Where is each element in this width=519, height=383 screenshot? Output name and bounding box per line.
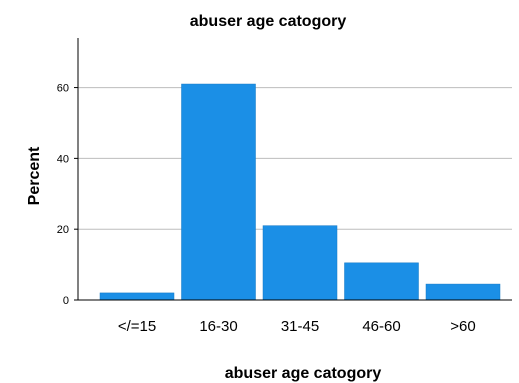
bar: [100, 293, 174, 300]
x-tick-label: </=15: [118, 318, 156, 335]
y-axis-title: Percent: [26, 146, 43, 205]
bar: [182, 84, 256, 300]
bar: [345, 263, 419, 300]
y-tick-label: 0: [63, 295, 69, 307]
chart-title: abuser age catogory: [190, 13, 347, 30]
bar: [426, 284, 500, 300]
bar: [263, 226, 337, 300]
x-axis-title: abuser age catogory: [225, 365, 382, 382]
x-tick-label: 31-45: [281, 318, 319, 335]
x-tick-labels: </=15 16-30 31-45 46-60 >60: [118, 318, 476, 335]
gridlines: [78, 88, 512, 230]
y-tick-label: 60: [57, 83, 69, 95]
x-tick-label: >60: [450, 318, 475, 335]
y-tick-labels: 0 20 40 60: [57, 83, 69, 307]
x-tick-label: 16-30: [199, 318, 237, 335]
y-tick-label: 20: [57, 224, 69, 236]
y-tick-label: 40: [57, 153, 69, 165]
x-tick-label: 46-60: [362, 318, 400, 335]
bars: [100, 84, 500, 300]
